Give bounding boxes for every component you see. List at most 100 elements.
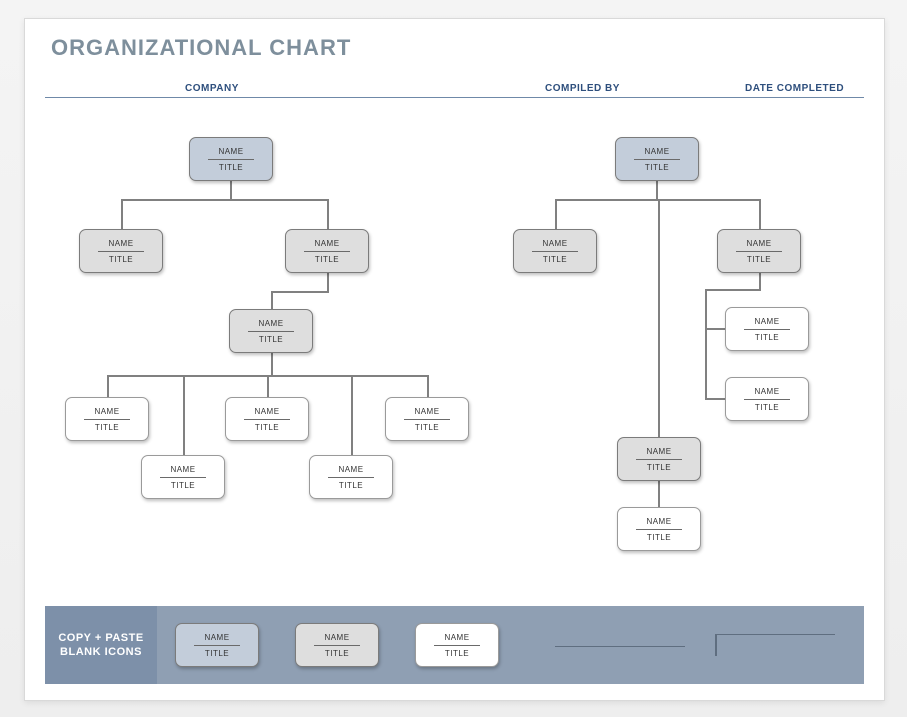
node-right-l2b[interactable]: NAME TITLE: [717, 229, 801, 273]
node-title: TITLE: [255, 423, 279, 432]
node-title: TITLE: [445, 649, 469, 658]
node-left-l5b[interactable]: NAME TITLE: [309, 455, 393, 499]
connector: [271, 291, 329, 293]
node-title: TITLE: [339, 481, 363, 490]
node-left-l4b[interactable]: NAME TITLE: [225, 397, 309, 441]
node-title: TITLE: [747, 255, 771, 264]
node-title: TITLE: [645, 163, 669, 172]
connector: [705, 398, 725, 400]
node-title: TITLE: [647, 463, 671, 472]
connector: [658, 199, 660, 437]
footer-label: COPY + PASTE BLANK ICONS: [45, 606, 157, 684]
colhead-date: DATE COMPLETED: [745, 83, 844, 94]
node-name: NAME: [754, 317, 779, 326]
footer-sample-elbow-h: [715, 634, 835, 635]
node-name: NAME: [754, 387, 779, 396]
node-name: NAME: [542, 239, 567, 248]
node-sep: [328, 477, 374, 478]
node-left-l4a[interactable]: NAME TITLE: [65, 397, 149, 441]
page: ORGANIZATIONAL CHART COMPANY COMPILED BY…: [0, 0, 907, 717]
footer-sample-blue[interactable]: NAME TITLE: [175, 623, 259, 667]
connector: [658, 481, 660, 507]
node-sep: [404, 419, 450, 420]
connector: [705, 328, 725, 330]
node-title: TITLE: [205, 649, 229, 658]
node-name: NAME: [746, 239, 771, 248]
node-name: NAME: [170, 465, 195, 474]
node-right-l5[interactable]: NAME TITLE: [617, 507, 701, 551]
node-sep: [314, 645, 360, 646]
node-left-l5a[interactable]: NAME TITLE: [141, 455, 225, 499]
node-sep: [244, 419, 290, 420]
node-title: TITLE: [415, 423, 439, 432]
node-sep: [194, 645, 240, 646]
sheet: ORGANIZATIONAL CHART COMPANY COMPILED BY…: [24, 18, 885, 701]
connector: [759, 199, 761, 229]
node-name: NAME: [646, 447, 671, 456]
node-left-l2b[interactable]: NAME TITLE: [285, 229, 369, 273]
connector: [427, 375, 429, 397]
node-left-l4c[interactable]: NAME TITLE: [385, 397, 469, 441]
connector: [656, 181, 658, 199]
node-left-l2a[interactable]: NAME TITLE: [79, 229, 163, 273]
node-sep: [532, 251, 578, 252]
colhead-company: COMPANY: [185, 83, 239, 94]
connector: [121, 199, 123, 229]
node-sep: [736, 251, 782, 252]
node-sep: [744, 399, 790, 400]
node-title: TITLE: [259, 335, 283, 344]
node-title: TITLE: [95, 423, 119, 432]
connector: [230, 181, 232, 199]
node-name: NAME: [646, 517, 671, 526]
node-title: TITLE: [755, 403, 779, 412]
node-title: TITLE: [543, 255, 567, 264]
footer-label-line2: BLANK ICONS: [58, 645, 143, 659]
node-right-l3a[interactable]: NAME TITLE: [725, 307, 809, 351]
connector: [271, 291, 273, 309]
node-sep: [98, 251, 144, 252]
footer-label-line1: COPY + PASTE: [58, 631, 143, 645]
footer-sample-gray[interactable]: NAME TITLE: [295, 623, 379, 667]
node-right-l4[interactable]: NAME TITLE: [617, 437, 701, 481]
node-name: NAME: [94, 407, 119, 416]
node-name: NAME: [258, 319, 283, 328]
node-right-l3b[interactable]: NAME TITLE: [725, 377, 809, 421]
page-title: ORGANIZATIONAL CHART: [51, 35, 351, 61]
node-title: TITLE: [109, 255, 133, 264]
colhead-compiled: COMPILED BY: [545, 83, 620, 94]
connector: [759, 273, 761, 289]
connector: [351, 375, 353, 455]
header-rule: [45, 97, 864, 98]
connector: [555, 199, 557, 229]
node-sep: [434, 645, 480, 646]
node-sep: [208, 159, 254, 160]
connector: [183, 375, 185, 455]
connector: [705, 289, 707, 399]
footer-sample-white[interactable]: NAME TITLE: [415, 623, 499, 667]
node-title: TITLE: [647, 533, 671, 542]
node-sep: [636, 459, 682, 460]
connector: [705, 289, 761, 291]
node-name: NAME: [108, 239, 133, 248]
node-sep: [744, 329, 790, 330]
node-title: TITLE: [219, 163, 243, 172]
node-left-l3[interactable]: NAME TITLE: [229, 309, 313, 353]
node-sep: [634, 159, 680, 160]
node-name: NAME: [324, 633, 349, 642]
footer-sample-elbow-v: [715, 634, 717, 656]
node-name: NAME: [254, 407, 279, 416]
node-left-root[interactable]: NAME TITLE: [189, 137, 273, 181]
connector: [121, 199, 329, 201]
node-right-l2a[interactable]: NAME TITLE: [513, 229, 597, 273]
footer-bar: COPY + PASTE BLANK ICONS NAME TITLE NAME…: [45, 606, 864, 684]
node-title: TITLE: [171, 481, 195, 490]
node-name: NAME: [218, 147, 243, 156]
node-right-root[interactable]: NAME TITLE: [615, 137, 699, 181]
node-sep: [304, 251, 350, 252]
connector: [267, 375, 269, 397]
connector: [107, 375, 109, 397]
node-sep: [160, 477, 206, 478]
node-sep: [636, 529, 682, 530]
node-name: NAME: [644, 147, 669, 156]
node-name: NAME: [338, 465, 363, 474]
